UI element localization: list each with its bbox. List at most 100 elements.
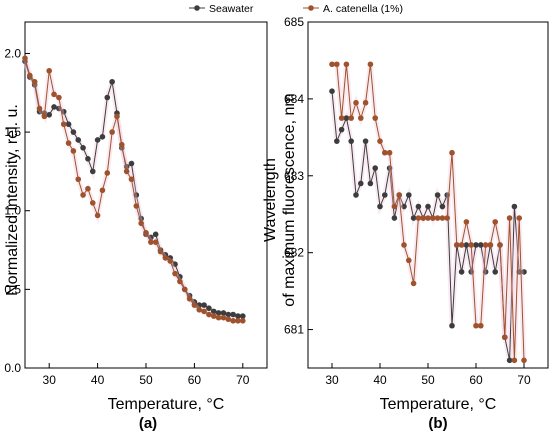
data-point-a-0-18 — [109, 78, 115, 85]
data-point-a-1-6 — [51, 91, 57, 98]
x-tick-label-a-70: 70 — [236, 373, 250, 387]
data-point-b-0-2 — [338, 126, 345, 133]
y-tick-label-a-4: 2.0 — [4, 46, 21, 60]
data-point-b-1-5 — [353, 99, 359, 106]
data-point-b-1-19 — [420, 215, 427, 221]
data-point-a-1-16 — [99, 187, 106, 194]
data-point-b-1-26 — [454, 242, 460, 248]
data-point-a-1-13 — [85, 185, 91, 192]
data-point-a-0-38 — [206, 305, 212, 312]
legend-label-seawater: Seawater — [209, 3, 254, 15]
data-point-b-1-18 — [415, 215, 422, 221]
data-point-a-0-45 — [240, 313, 246, 319]
data-point-a-1-27 — [152, 239, 159, 245]
data-point-b-1-24 — [444, 215, 451, 221]
data-point-b-1-34 — [492, 219, 499, 225]
data-point-b-0-4 — [348, 138, 355, 144]
data-point-b-1-1 — [334, 61, 340, 68]
data-point-a-1-3 — [36, 105, 43, 112]
data-point-b-1-35 — [497, 242, 503, 248]
data-point-a-0-36 — [196, 302, 203, 308]
data-point-a-1-0 — [22, 55, 28, 61]
data-point-a-1-28 — [157, 248, 164, 255]
data-point-b-1-0 — [329, 61, 335, 68]
data-point-b-0-40 — [521, 269, 527, 275]
data-point-a-0-9 — [65, 121, 72, 128]
data-point-b-1-8 — [367, 61, 374, 68]
data-point-b-1-14 — [396, 192, 403, 198]
panel-label-a: (a) — [139, 415, 157, 432]
data-point-b-0-23 — [439, 203, 446, 210]
data-point-a-0-8 — [60, 108, 67, 115]
data-point-a-1-15 — [94, 212, 101, 219]
x-axis-label-b: Temperature, °C — [380, 396, 497, 413]
data-point-a-1-32 — [177, 278, 183, 285]
data-point-a-1-43 — [230, 318, 236, 324]
data-point-b-1-37 — [506, 215, 513, 221]
data-point-a-1-2 — [31, 78, 38, 85]
data-point-a-1-7 — [56, 94, 62, 101]
data-point-b-1-30 — [473, 322, 479, 329]
data-point-b-0-15 — [401, 203, 407, 210]
series-line-a-1 — [24, 58, 243, 322]
data-point-a-1-38 — [206, 311, 212, 318]
y-tick-label-a-1: 0.5 — [4, 282, 21, 296]
data-point-a-1-45 — [240, 318, 246, 324]
data-point-a-0-40 — [215, 310, 222, 316]
y-tick-label-b-3: 684 — [284, 92, 304, 106]
data-point-a-1-12 — [80, 192, 86, 198]
data-point-b-0-11 — [382, 192, 388, 198]
data-point-a-1-11 — [75, 176, 82, 183]
data-point-a-1-22 — [128, 176, 135, 183]
x-tick-label-a-30: 30 — [43, 373, 57, 387]
legend-label-catenella: A. catenella (1%) — [323, 3, 403, 15]
data-point-b-1-11 — [382, 149, 388, 156]
data-point-b-0-13 — [391, 215, 398, 221]
data-point-a-1-29 — [162, 255, 169, 261]
data-point-a-0-37 — [201, 302, 207, 308]
legend-entry-catenella: A. catenella (1%) — [303, 3, 403, 15]
x-tick-label-b-50: 50 — [421, 373, 435, 387]
data-point-b-1-16 — [406, 257, 412, 264]
y-tick-label-a-2: 1.0 — [4, 204, 21, 218]
data-point-b-0-30 — [473, 242, 479, 248]
data-point-a-0-5 — [46, 111, 52, 118]
data-point-b-0-17 — [410, 215, 417, 221]
data-point-a-1-26 — [148, 239, 154, 245]
data-point-a-1-39 — [210, 313, 217, 319]
y-axis-label-a: Normalized intensity, rel. u. — [4, 104, 21, 296]
data-point-a-0-43 — [230, 311, 236, 318]
data-point-b-0-22 — [434, 192, 441, 198]
data-point-b-1-17 — [410, 280, 417, 287]
data-point-b-0-25 — [449, 322, 455, 329]
data-point-a-1-40 — [215, 314, 222, 321]
series-group-b — [329, 61, 527, 364]
data-point-a-0-11 — [75, 137, 82, 143]
data-point-a-0-42 — [225, 311, 232, 318]
y-tick-label-b-0: 681 — [284, 323, 304, 337]
y-tick-label-a-0: 0.0 — [4, 361, 21, 375]
data-point-a-1-21 — [123, 168, 130, 175]
data-point-a-1-31 — [172, 270, 178, 277]
data-point-b-1-39 — [516, 215, 522, 221]
data-point-b-1-9 — [372, 115, 379, 121]
data-point-a-0-10 — [70, 129, 77, 135]
data-point-b-1-13 — [391, 203, 398, 210]
data-point-a-1-30 — [167, 258, 173, 264]
data-point-b-1-36 — [502, 334, 508, 341]
data-point-b-0-18 — [415, 203, 422, 210]
chart-panel-a: 30 40 50 60 70 0.0 0.5 1.0 1.5 2.0 Temperature, °… — [4, 21, 268, 432]
data-point-a-0-15 — [94, 137, 101, 143]
axis-ticks-b: 30 40 50 60 70 681 682 683 684 685 — [284, 15, 531, 387]
data-point-a-0-31 — [172, 261, 178, 268]
data-point-a-1-19 — [114, 113, 120, 120]
data-point-b-0-31 — [478, 242, 484, 248]
data-point-a-0-27 — [152, 231, 159, 238]
data-point-b-1-29 — [468, 242, 475, 248]
data-point-b-0-28 — [463, 242, 470, 248]
data-point-a-1-9 — [65, 140, 72, 146]
x-axis-label-a: Temperature, °C — [108, 396, 225, 413]
y-tick-label-b-1: 682 — [284, 246, 304, 260]
series-group-a — [22, 55, 246, 324]
